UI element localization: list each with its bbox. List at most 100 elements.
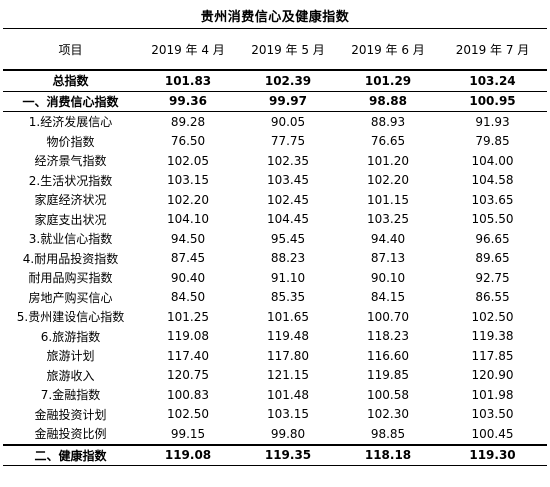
- table-row: 5.贵州建设信心指数 101.25 101.65 100.70 102.50: [3, 307, 547, 327]
- row-label: 经济景气指数: [34, 154, 107, 169]
- row-value: 105.50: [471, 212, 514, 227]
- table-row: 4.耐用品投资指数 87.45 88.23 87.13 89.65: [3, 249, 547, 269]
- row-value: 119.08: [167, 329, 209, 344]
- row-value: 101.48: [267, 387, 309, 402]
- row-value: 99.97: [238, 91, 338, 112]
- row-value: 87.45: [170, 251, 206, 266]
- row-value: 102.30: [367, 407, 409, 422]
- row-value: 118.23: [367, 329, 409, 344]
- row-label: 房地产购买信心: [28, 290, 113, 305]
- row-value: 101.83: [138, 70, 238, 92]
- row-value: 100.58: [367, 387, 409, 402]
- row-label: 二、健康指数: [3, 443, 138, 466]
- row-value: 94.50: [170, 231, 206, 246]
- row-label: 耐用品购买指数: [28, 271, 113, 286]
- table-row: 2.生活状况指数 103.15 103.45 102.20 104.58: [3, 171, 547, 191]
- row-value: 101.98: [471, 387, 514, 402]
- row-value: 102.50: [471, 309, 514, 324]
- row-label: 家庭支出状况: [34, 212, 107, 227]
- row-value: 119.35: [238, 443, 338, 466]
- row-value: 99.36: [138, 91, 238, 112]
- table-row: 金融投资计划 102.50 103.15 102.30 103.50: [3, 405, 547, 425]
- index-table: 项目 2019 年 4 月 2019 年 5 月 2019 年 6 月 2019…: [3, 28, 547, 466]
- row-value: 84.50: [170, 290, 206, 305]
- row-value: 89.28: [170, 114, 206, 129]
- table-body: 总指数 101.83 102.39 101.29 103.24 一、消费信心指数…: [3, 70, 547, 466]
- row-label: 3.就业信心指数: [28, 232, 113, 247]
- row-value: 89.65: [475, 251, 510, 266]
- table-row-confidence: 一、消费信心指数 99.36 99.97 98.88 100.95: [3, 91, 547, 112]
- row-value: 102.05: [167, 153, 209, 168]
- row-value: 96.65: [475, 231, 510, 246]
- row-label: 1.经济发展信心: [28, 115, 113, 130]
- row-value: 76.65: [370, 134, 406, 149]
- header-month-may: 2019 年 5 月: [238, 28, 338, 71]
- row-value: 102.35: [267, 153, 309, 168]
- row-value: 101.65: [267, 309, 309, 324]
- row-value: 102.50: [167, 407, 209, 422]
- row-label: 旅游收入: [46, 368, 95, 383]
- row-value: 100.83: [167, 387, 209, 402]
- row-value: 103.45: [267, 173, 309, 188]
- table-row: 金融投资比例 99.15 99.80 98.85 100.45: [3, 424, 547, 445]
- row-value: 121.15: [267, 368, 309, 383]
- row-value: 116.60: [367, 348, 409, 363]
- header-month-jul: 2019 年 7 月: [438, 28, 547, 71]
- table-row: 7.金融指数 100.83 101.48 100.58 101.98: [3, 385, 547, 405]
- header-month-apr: 2019 年 4 月: [138, 28, 238, 71]
- row-label: 4.耐用品投资指数: [22, 251, 119, 266]
- row-value: 117.85: [471, 348, 514, 363]
- row-value: 119.30: [438, 443, 547, 466]
- row-value: 104.00: [471, 153, 514, 168]
- row-value: 119.38: [471, 329, 514, 344]
- row-value: 84.15: [370, 290, 406, 305]
- row-value: 103.15: [167, 173, 209, 188]
- row-value: 103.24: [438, 70, 547, 92]
- row-value: 119.08: [138, 443, 238, 466]
- row-value: 102.45: [267, 192, 309, 207]
- row-value: 117.40: [167, 348, 209, 363]
- row-label: 5.贵州建设信心指数: [16, 310, 125, 325]
- table-row-total: 总指数 101.83 102.39 101.29 103.24: [3, 70, 547, 92]
- row-label: 7.金融指数: [40, 388, 101, 403]
- table-row: 房地产购买信心 84.50 85.35 84.15 86.55: [3, 288, 547, 308]
- row-value: 103.50: [471, 407, 514, 422]
- row-value: 100.70: [367, 309, 409, 324]
- header-row: 项目 2019 年 4 月 2019 年 5 月 2019 年 6 月 2019…: [3, 28, 547, 71]
- row-value: 99.80: [270, 426, 306, 441]
- row-label: 6.旅游指数: [40, 329, 101, 344]
- row-value: 91.93: [475, 114, 510, 129]
- row-value: 91.10: [270, 270, 306, 285]
- row-label: 金融投资比例: [34, 427, 107, 442]
- row-label: 总指数: [3, 70, 138, 92]
- row-value: 102.20: [167, 192, 209, 207]
- row-value: 120.90: [471, 368, 514, 383]
- row-value: 100.95: [438, 91, 547, 112]
- row-value: 87.13: [370, 251, 406, 266]
- row-value: 85.35: [270, 290, 306, 305]
- row-value: 102.39: [238, 70, 338, 92]
- table-row: 旅游计划 117.40 117.80 116.60 117.85: [3, 346, 547, 366]
- row-value: 98.88: [338, 91, 438, 112]
- table-row: 经济景气指数 102.05 102.35 101.20 104.00: [3, 151, 547, 171]
- table-row: 6.旅游指数 119.08 119.48 118.23 119.38: [3, 327, 547, 347]
- table-row: 家庭支出状况 104.10 104.45 103.25 105.50: [3, 210, 547, 230]
- row-label: 一、消费信心指数: [3, 91, 138, 112]
- table-row: 物价指数 76.50 77.75 76.65 79.85: [3, 132, 547, 152]
- row-value: 79.85: [475, 134, 510, 149]
- row-value: 119.85: [367, 368, 409, 383]
- row-value: 104.10: [167, 212, 209, 227]
- row-value: 101.25: [167, 309, 209, 324]
- row-value: 94.40: [370, 231, 406, 246]
- row-value: 117.80: [267, 348, 309, 363]
- table-row: 家庭经济状况 102.20 102.45 101.15 103.65: [3, 190, 547, 210]
- row-value: 101.20: [367, 153, 409, 168]
- row-value: 86.55: [475, 290, 510, 305]
- row-label: 旅游计划: [46, 349, 95, 364]
- table-row: 旅游收入 120.75 121.15 119.85 120.90: [3, 366, 547, 386]
- row-label: 家庭经济状况: [34, 193, 107, 208]
- row-value: 77.75: [270, 134, 306, 149]
- table-row: 耐用品购买指数 90.40 91.10 90.10 92.75: [3, 268, 547, 288]
- row-value: 120.75: [167, 368, 209, 383]
- header-month-jun: 2019 年 6 月: [338, 28, 438, 71]
